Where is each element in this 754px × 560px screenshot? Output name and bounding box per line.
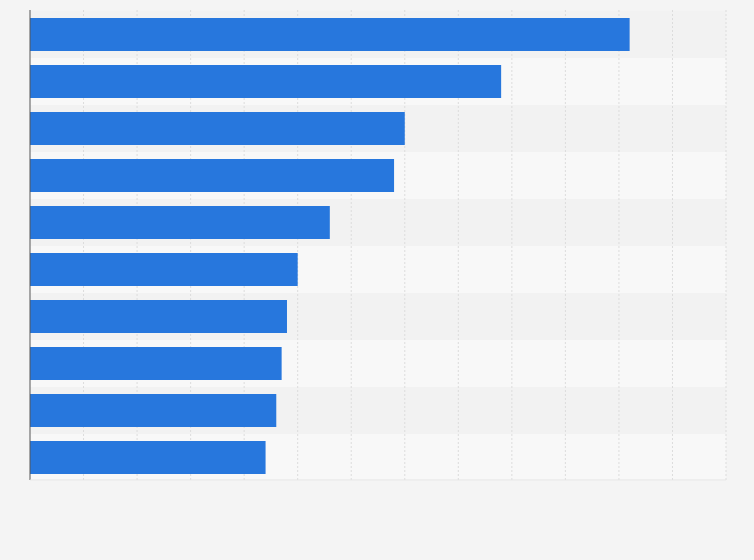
- bar-5: [30, 206, 330, 239]
- bar-6: [30, 253, 298, 286]
- bar-7: [30, 300, 287, 333]
- bar-4: [30, 159, 395, 192]
- bar-10: [30, 441, 266, 474]
- bar-1: [30, 18, 630, 51]
- bar-9: [30, 394, 277, 427]
- bar-3: [30, 112, 405, 145]
- bar-2: [30, 65, 502, 98]
- bar-8: [30, 347, 282, 380]
